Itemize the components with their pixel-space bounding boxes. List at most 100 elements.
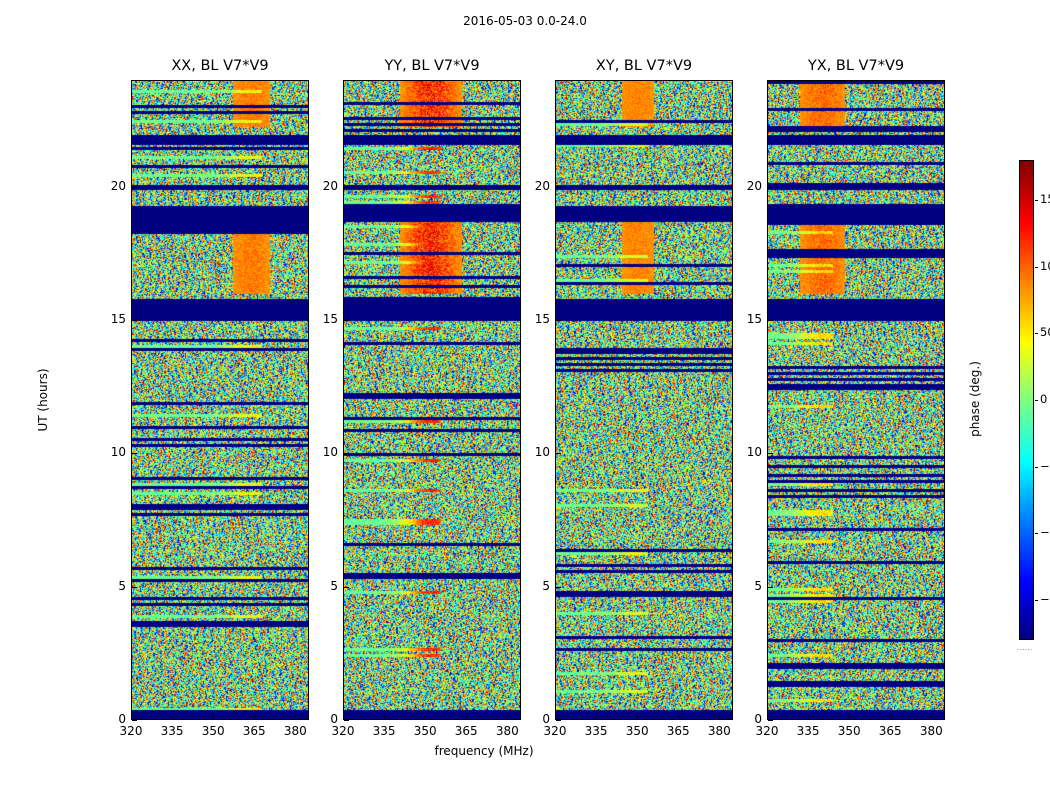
y-tick-mark: [556, 720, 561, 721]
y-tick-label: 15: [534, 312, 550, 326]
x-tick-label: 365: [242, 724, 266, 738]
x-tick-label: 320: [331, 724, 355, 738]
x-tick-mark: [555, 715, 556, 720]
colorbar-tick-label: −150: [1040, 592, 1050, 606]
heatmap-canvas-xx: [132, 81, 308, 719]
heatmap-canvas-yx: [768, 81, 944, 719]
y-tick-mark: [344, 586, 349, 588]
x-tick-label: 335: [584, 724, 608, 738]
x-tick-label: 350: [837, 724, 861, 738]
colorbar-tick-mark: [1035, 266, 1038, 268]
x-tick-mark: [425, 715, 427, 720]
colorbar-tick-mark: [1035, 200, 1038, 201]
x-tick-mark: [343, 715, 344, 720]
x-tick-mark: [131, 715, 132, 720]
y-tick-mark: [132, 586, 137, 588]
colorbar-tick-label: −100: [1040, 525, 1050, 540]
colorbar-tick-mark: [1035, 466, 1038, 468]
y-tick-label: 20: [746, 178, 762, 193]
y-tick-mark: [344, 186, 349, 188]
y-tick-mark: [556, 186, 561, 188]
y-tick-label: 0: [118, 712, 126, 726]
panel-title-xx: XX, BL V7*V9: [171, 58, 269, 74]
y-tick-mark: [556, 453, 561, 455]
colorbar-tick-mark: [1035, 333, 1038, 335]
y-tick-label: 20: [322, 178, 338, 193]
y-tick-label: 10: [746, 445, 762, 460]
y-tick-mark: [768, 320, 773, 321]
x-tick-label: 335: [160, 724, 184, 738]
x-tick-label: 380: [919, 724, 943, 738]
colorbar-tick-label: −50: [1040, 458, 1050, 473]
y-tick-mark: [768, 720, 773, 721]
x-tick-mark: [808, 715, 810, 720]
colorbar-tick-mark: [1035, 533, 1038, 535]
y-tick-label: 10: [322, 445, 338, 460]
y-tick-label: 20: [110, 178, 126, 193]
x-tick-label: 320: [543, 724, 567, 738]
x-tick-mark: [384, 715, 386, 720]
y-tick-mark: [132, 720, 137, 721]
x-tick-label: 335: [796, 724, 820, 738]
heatmap-canvas-xy: [556, 81, 732, 719]
y-tick-mark: [556, 320, 561, 321]
colorbar-footer: ......: [1017, 643, 1033, 652]
colorbar-tick-mark: [1035, 600, 1038, 601]
figure-title: 2016-05-03 0.0-24.0: [463, 14, 587, 28]
x-axis-label: frequency (MHz): [434, 744, 534, 758]
x-tick-mark: [172, 715, 174, 720]
y-tick-label: 5: [754, 578, 762, 593]
y-tick-mark: [344, 320, 349, 321]
heatmap-panel-yy: [343, 80, 521, 720]
y-tick-label: 10: [110, 445, 126, 460]
x-tick-label: 365: [878, 724, 902, 738]
x-tick-mark: [507, 715, 509, 720]
x-tick-label: 380: [495, 724, 519, 738]
colorbar-tick-mark: [1035, 400, 1038, 401]
y-tick-mark: [556, 586, 561, 588]
y-tick-mark: [344, 453, 349, 455]
y-tick-label: 5: [118, 578, 126, 593]
colorbar-tick-label: 150: [1040, 192, 1050, 206]
y-tick-label: 0: [542, 712, 550, 726]
y-tick-mark: [768, 186, 773, 188]
heatmap-panel-xy: [555, 80, 733, 720]
x-tick-label: 380: [707, 724, 731, 738]
x-tick-mark: [295, 715, 297, 720]
x-tick-label: 365: [454, 724, 478, 738]
y-tick-label: 5: [542, 578, 550, 593]
x-tick-mark: [596, 715, 598, 720]
x-tick-mark: [890, 715, 892, 720]
x-tick-label: 380: [283, 724, 307, 738]
y-tick-label: 0: [754, 712, 762, 726]
x-tick-mark: [678, 715, 680, 720]
heatmap-panel-yx: [767, 80, 945, 720]
x-tick-mark: [213, 715, 215, 720]
y-tick-label: 20: [534, 178, 550, 193]
colorbar-tick-label: 0: [1040, 392, 1048, 406]
panel-title-yy: YY, BL V7*V9: [384, 58, 480, 74]
y-tick-mark: [768, 586, 773, 588]
y-tick-label: 15: [746, 312, 762, 326]
x-tick-mark: [719, 715, 721, 720]
x-tick-label: 320: [119, 724, 143, 738]
x-tick-label: 350: [625, 724, 649, 738]
x-tick-label: 350: [201, 724, 225, 738]
x-tick-label: 365: [666, 724, 690, 738]
panel-title-xy: XY, BL V7*V9: [595, 58, 693, 74]
heatmap-panel-xx: [131, 80, 309, 720]
colorbar-label: phase (deg.): [968, 361, 982, 437]
x-tick-mark: [254, 715, 256, 720]
y-tick-mark: [344, 720, 349, 721]
colorbar-tick-label: 50: [1040, 325, 1050, 340]
y-axis-label: UT (hours): [36, 368, 50, 432]
x-tick-label: 320: [755, 724, 779, 738]
y-tick-label: 10: [534, 445, 550, 460]
x-tick-mark: [637, 715, 639, 720]
y-tick-label: 0: [330, 712, 338, 726]
y-tick-mark: [132, 453, 137, 455]
y-tick-label: 15: [110, 312, 126, 326]
y-tick-mark: [132, 320, 137, 321]
y-tick-mark: [768, 453, 773, 455]
heatmap-canvas-yy: [344, 81, 520, 719]
